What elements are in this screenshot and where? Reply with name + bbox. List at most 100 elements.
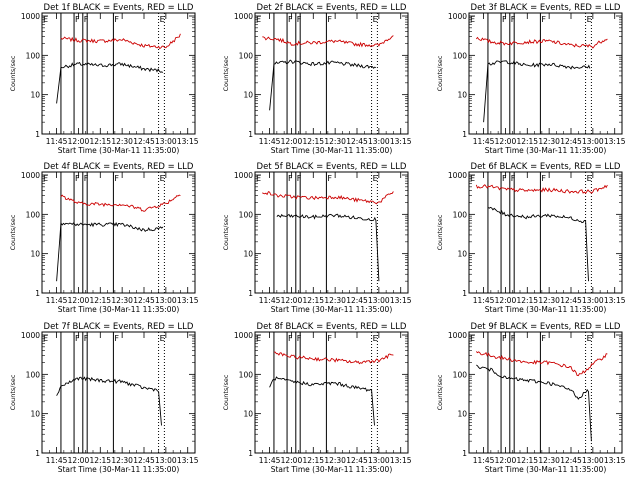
- y-tick-label: 100: [26, 51, 41, 60]
- flag-label: E: [43, 334, 48, 343]
- plot-frame: [468, 12, 623, 135]
- plot-frame: [254, 12, 409, 135]
- plot-frame: [468, 171, 623, 294]
- flag-label: E: [373, 174, 378, 183]
- y-tick-label: 100: [453, 210, 468, 219]
- x-tick-label: 11:45: [46, 456, 68, 465]
- y-axis-label: Counts/sec: [436, 55, 444, 91]
- x-tick-label: 12:30: [538, 456, 560, 465]
- plot-frame: [41, 171, 196, 294]
- y-axis-label: Counts/sec: [9, 374, 17, 410]
- y-tick-label: 100: [239, 210, 254, 219]
- x-tick-label: 12:15: [89, 137, 111, 146]
- x-tick-label: 13:15: [177, 296, 199, 305]
- flag-label: F: [297, 174, 302, 183]
- y-tick-label: 1: [462, 130, 467, 139]
- y-axis-label: Counts/sec: [9, 214, 17, 250]
- flag-label: F: [288, 15, 293, 24]
- x-tick-label: 12:00: [68, 296, 90, 305]
- series-events-line: [56, 61, 164, 104]
- flag-label: F: [541, 174, 546, 183]
- y-tick-label: 10: [243, 91, 253, 100]
- y-tick-label: 100: [453, 370, 468, 379]
- flag-label: E: [470, 15, 475, 24]
- x-tick-label: 13:00: [582, 137, 604, 146]
- x-tick-label: 12:15: [516, 137, 538, 146]
- x-tick-label: 12:15: [302, 296, 324, 305]
- x-tick-label: 12:30: [111, 296, 133, 305]
- flag-label: F: [114, 174, 119, 183]
- plot-frame: [254, 171, 409, 294]
- flag-label: F: [297, 15, 302, 24]
- x-tick-label: 12:30: [538, 137, 560, 146]
- y-tick-label: 10: [30, 250, 40, 259]
- x-tick-label: 12:00: [281, 296, 303, 305]
- x-axis-label: Start Time (30-Mar-11 11:35:00): [485, 465, 607, 474]
- y-tick-label: 1: [248, 289, 253, 298]
- plot-frame: [41, 12, 196, 135]
- series-lld-line: [475, 36, 608, 49]
- y-axis-label: Counts/sec: [222, 214, 230, 250]
- flag-label: F: [327, 334, 332, 343]
- x-tick-label: 13:15: [390, 137, 412, 146]
- y-tick-label: 100: [239, 370, 254, 379]
- series-lld-line: [262, 191, 394, 205]
- flag-label: F: [288, 334, 293, 343]
- x-tick-label: 12:15: [89, 456, 111, 465]
- flag-label: F: [84, 174, 89, 183]
- y-tick-label: 100: [26, 210, 41, 219]
- y-tick-label: 1: [248, 449, 253, 458]
- y-tick-label: 1000: [234, 331, 253, 340]
- x-tick-label: 13:00: [155, 456, 177, 465]
- x-tick-label: 12:45: [133, 456, 155, 465]
- flag-label: E: [587, 334, 592, 343]
- flag-label: E: [256, 334, 261, 343]
- x-tick-label: 13:15: [390, 296, 412, 305]
- y-tick-label: 100: [239, 51, 254, 60]
- x-tick-label: 11:45: [473, 137, 495, 146]
- x-tick-label: 12:45: [560, 137, 582, 146]
- flag-label: E: [587, 15, 592, 24]
- x-axis-label: Start Time (30-Mar-11 11:35:00): [271, 305, 393, 314]
- x-tick-label: 12:15: [516, 296, 538, 305]
- series-events-line: [56, 221, 164, 282]
- flag-label: F: [502, 15, 507, 24]
- flag-label: E: [43, 174, 48, 183]
- flag-label: F: [84, 334, 89, 343]
- y-tick-label: 1000: [448, 171, 467, 180]
- series-lld-line: [262, 35, 394, 48]
- y-tick-label: 1000: [21, 12, 40, 21]
- flag-label: E: [470, 334, 475, 343]
- series-events-line: [276, 213, 380, 282]
- panel-det-9: Det 9f BLACK = Events, RED = LLD 1 10 100 10…: [436, 322, 626, 474]
- x-axis-label: Start Time (30-Mar-11 11:35:00): [271, 146, 393, 155]
- x-tick-label: 12:15: [302, 456, 324, 465]
- panel-det-1: Det 1f BLACK = Events, RED = LLD 1 10 100 10…: [9, 3, 199, 155]
- flag-label: F: [511, 174, 516, 183]
- x-tick-label: 13:00: [368, 137, 390, 146]
- y-tick-label: 100: [453, 51, 468, 60]
- x-tick-label: 12:30: [324, 137, 346, 146]
- y-tick-label: 10: [457, 91, 467, 100]
- series-lld-line: [475, 351, 608, 377]
- x-tick-label: 12:45: [346, 296, 368, 305]
- x-tick-label: 13:00: [155, 137, 177, 146]
- flag-label: F: [511, 15, 516, 24]
- panel-det-5: Det 5f BLACK = Events, RED = LLD 1 10 100 10…: [222, 162, 412, 314]
- y-tick-label: 10: [30, 410, 40, 419]
- x-tick-label: 12:00: [495, 296, 517, 305]
- series-events-line: [269, 376, 375, 426]
- x-tick-label: 12:30: [324, 296, 346, 305]
- panel-det-7: Det 7f BLACK = Events, RED = LLD 1 10 100 10…: [9, 322, 199, 474]
- plot-frame: [468, 331, 623, 454]
- x-tick-label: 13:00: [155, 296, 177, 305]
- x-axis-label: Start Time (30-Mar-11 11:35:00): [58, 146, 180, 155]
- flag-label: F: [84, 15, 89, 24]
- y-tick-label: 1: [248, 130, 253, 139]
- x-tick-label: 12:45: [133, 296, 155, 305]
- x-axis-label: Start Time (30-Mar-11 11:35:00): [58, 465, 180, 474]
- flag-label: F: [511, 334, 516, 343]
- x-tick-label: 12:00: [495, 137, 517, 146]
- x-tick-label: 12:45: [346, 456, 368, 465]
- x-tick-label: 12:15: [516, 456, 538, 465]
